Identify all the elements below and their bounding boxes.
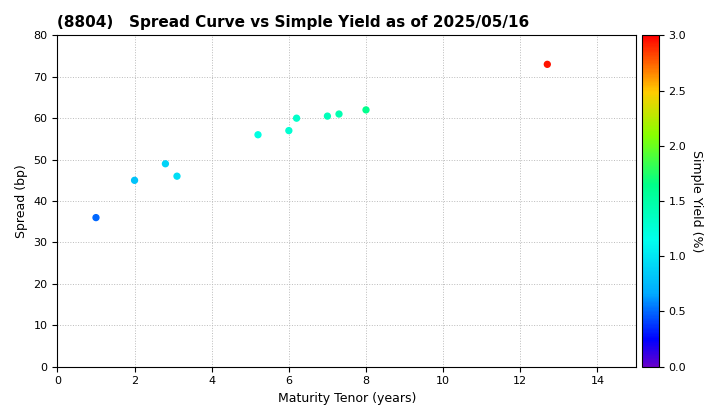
Point xyxy=(291,115,302,121)
Point xyxy=(252,131,264,138)
Point xyxy=(333,111,345,118)
Point xyxy=(283,127,294,134)
Point xyxy=(129,177,140,184)
Point xyxy=(541,61,553,68)
Y-axis label: Spread (bp): Spread (bp) xyxy=(15,164,28,238)
Point xyxy=(90,214,102,221)
Point xyxy=(360,107,372,113)
X-axis label: Maturity Tenor (years): Maturity Tenor (years) xyxy=(277,392,416,405)
Point xyxy=(322,113,333,119)
Y-axis label: Simple Yield (%): Simple Yield (%) xyxy=(690,150,703,252)
Point xyxy=(160,160,171,167)
Text: (8804)   Spread Curve vs Simple Yield as of 2025/05/16: (8804) Spread Curve vs Simple Yield as o… xyxy=(58,15,530,30)
Point xyxy=(171,173,183,179)
